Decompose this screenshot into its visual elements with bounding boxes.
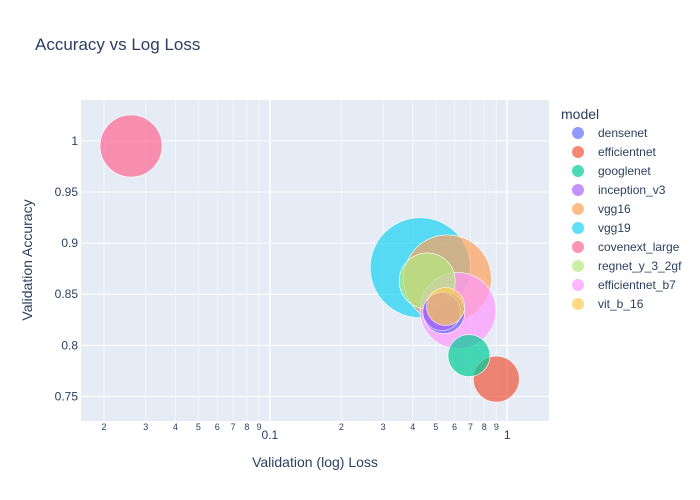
legend-label: vgg19	[598, 221, 631, 235]
legend-swatch	[572, 146, 584, 158]
x-minor-tick-label: 3	[381, 422, 386, 432]
legend-swatch	[572, 260, 584, 272]
y-tick-label: 1	[71, 134, 78, 148]
x-minor-tick-label: 5	[433, 422, 438, 432]
legend-title: model	[561, 106, 599, 122]
x-minor-tick-label: 4	[173, 422, 178, 432]
x-minor-tick-label: 7	[468, 422, 473, 432]
legend-swatch	[572, 165, 584, 177]
x-minor-tick-label: 9	[257, 422, 262, 432]
legend-item-vgg16[interactable]: vgg16	[572, 202, 631, 216]
y-tick-label: 0.9	[61, 236, 78, 250]
y-tick-label: 0.85	[55, 287, 79, 301]
y-axis-label: Validation Accuracy	[19, 199, 35, 320]
legend-label: densenet	[598, 126, 648, 140]
x-minor-tick-label: 6	[215, 422, 220, 432]
legend-swatch	[572, 184, 584, 196]
legend-item-vgg19[interactable]: vgg19	[572, 221, 631, 235]
legend-label: vgg16	[598, 202, 631, 216]
bubble-vit-b-16[interactable]	[426, 287, 465, 326]
x-minor-tick-label: 6	[452, 422, 457, 432]
legend-label: efficientnet_b7	[598, 278, 676, 292]
legend-swatch	[572, 222, 584, 234]
x-axis-label: Validation (log) Loss	[252, 454, 378, 470]
legend-label: googlenet	[598, 164, 651, 178]
legend-label: efficientnet	[598, 145, 656, 159]
x-axis-ticks: 2 3 4 5 6 7 8 9 2 3 4 5 6 7 8 90.1 1	[101, 422, 510, 442]
x-minor-tick-label: 8	[244, 422, 249, 432]
x-minor-tick-label: 5	[196, 422, 201, 432]
y-tick-label: 0.95	[55, 185, 79, 199]
x-minor-tick-label: 4	[410, 422, 415, 432]
x-minor-tick-label: 7	[231, 422, 236, 432]
x-minor-tick-label: 3	[143, 422, 148, 432]
legend-swatch	[572, 298, 584, 310]
x-major-tick-label: 1	[504, 428, 511, 442]
legend-item-regnet-y-3-2gf[interactable]: regnet_y_3_2gf	[572, 259, 682, 273]
x-minor-tick-label: 2	[101, 422, 106, 432]
legend-label: vit_b_16	[598, 297, 644, 311]
legend-item-inception-v3[interactable]: inception_v3	[572, 183, 666, 197]
x-minor-tick-label: 8	[482, 422, 487, 432]
legend-item-covenext-large[interactable]: covenext_large	[572, 240, 680, 254]
legend-swatch	[572, 241, 584, 253]
x-minor-tick-label: 2	[339, 422, 344, 432]
bubble-googlenet[interactable]	[447, 334, 491, 377]
bubble-covenext-large[interactable]	[99, 114, 163, 178]
y-axis-ticks: 0.75 0.8 0.85 0.9 0.95 1	[55, 134, 79, 404]
legend-item-densenet[interactable]: densenet	[572, 126, 648, 140]
x-major-tick-label: 0.1	[262, 428, 279, 442]
legend-item-googlenet[interactable]: googlenet	[572, 164, 651, 178]
legend[interactable]: model densenet efficientnet googlenet incep…	[561, 106, 682, 311]
legend-swatch	[572, 127, 584, 139]
legend-label: covenext_large	[598, 240, 680, 254]
legend-item-efficientnet-b7[interactable]: efficientnet_b7	[572, 278, 676, 292]
legend-label: regnet_y_3_2gf	[598, 259, 682, 273]
legend-label: inception_v3	[598, 183, 666, 197]
y-tick-label: 0.75	[55, 389, 79, 403]
legend-item-efficientnet[interactable]: efficientnet	[572, 145, 656, 159]
legend-swatch	[572, 279, 584, 291]
chart-title: Accuracy vs Log Loss	[35, 35, 200, 54]
y-tick-label: 0.8	[61, 338, 78, 352]
legend-item-vit-b-16[interactable]: vit_b_16	[572, 297, 644, 311]
legend-swatch	[572, 203, 584, 215]
x-minor-tick-label: 9	[494, 422, 499, 432]
scatter-markers	[99, 114, 520, 403]
